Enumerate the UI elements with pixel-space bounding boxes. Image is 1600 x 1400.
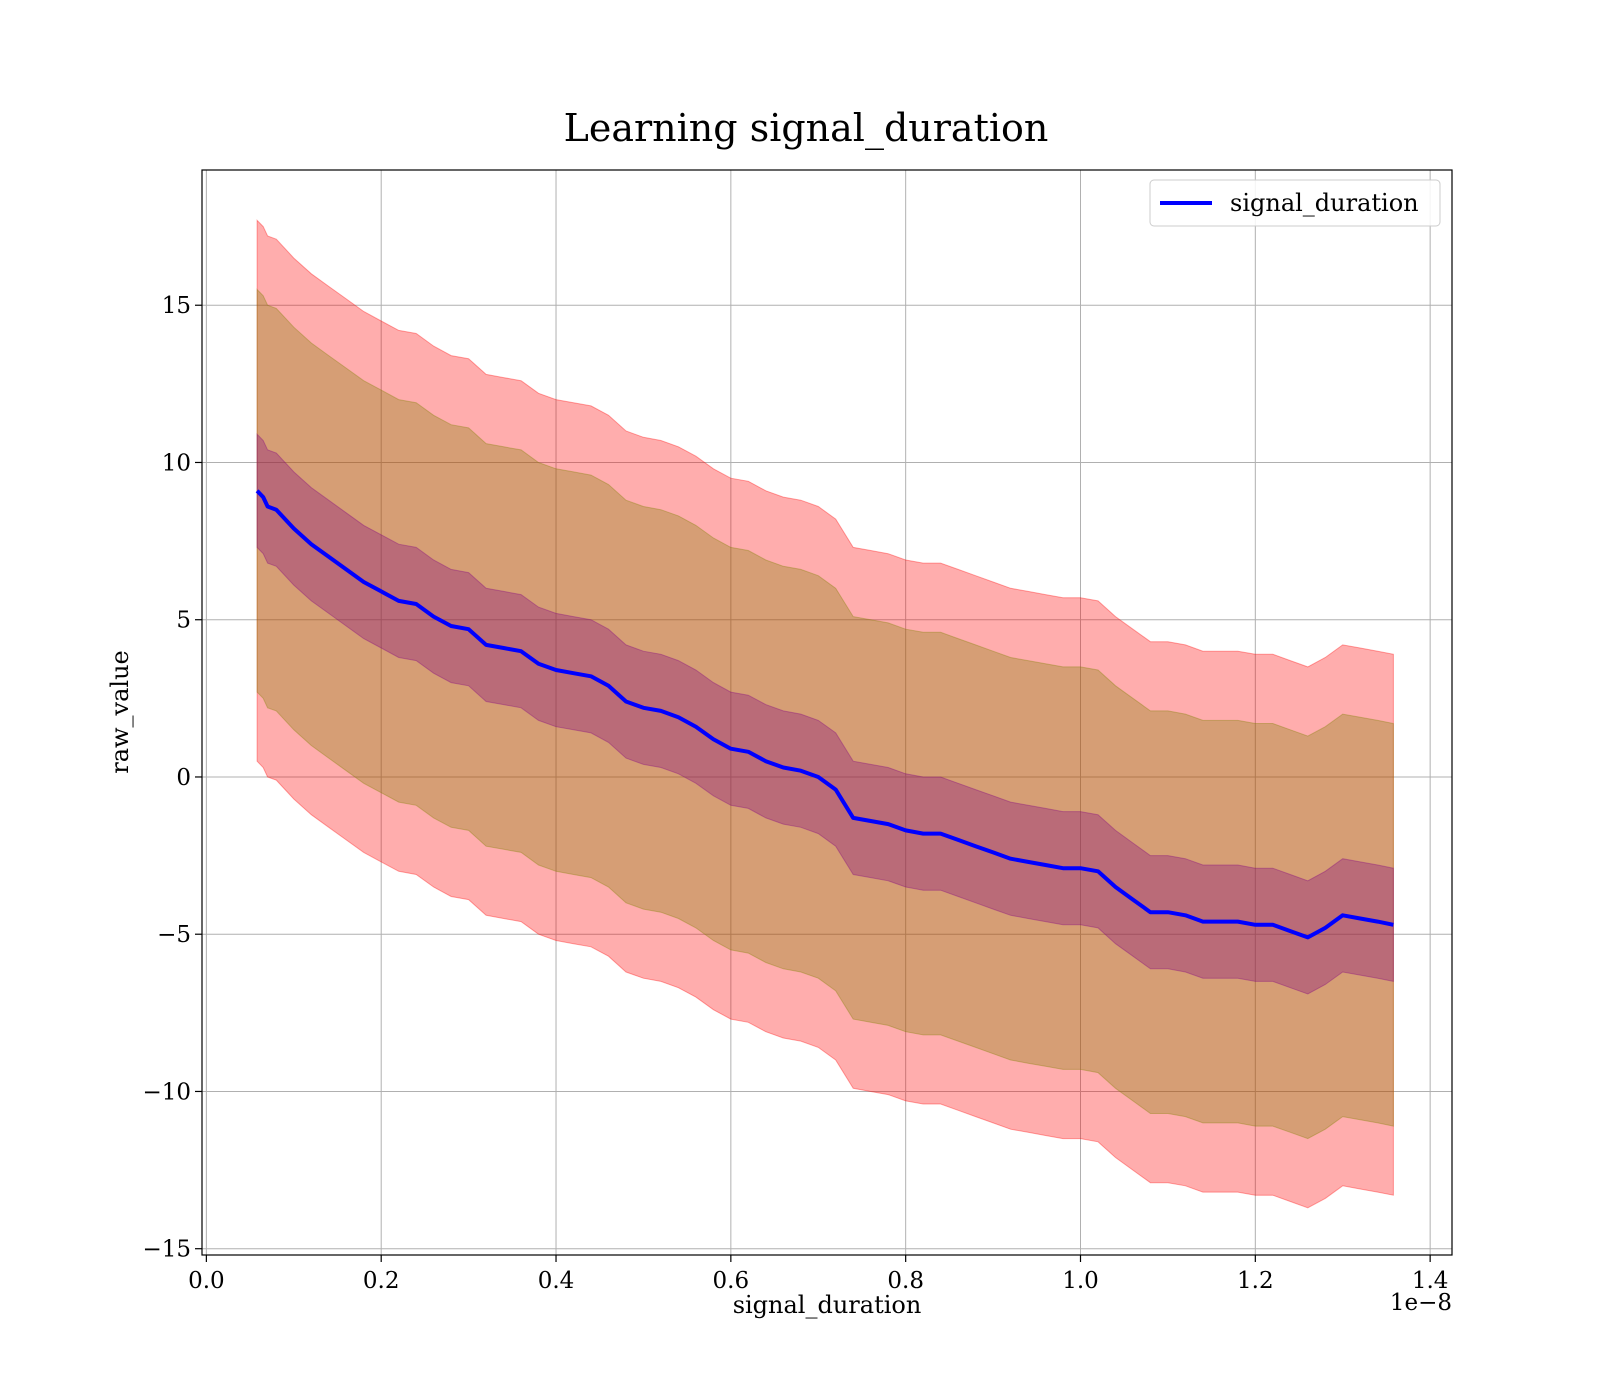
y-axis-ticks: −15 −10 −5 0 5 10 15 bbox=[142, 293, 202, 1263]
y-tick-label: −10 bbox=[142, 1079, 191, 1105]
y-tick-label: 5 bbox=[176, 608, 191, 634]
legend-box bbox=[1149, 179, 1441, 227]
legend-label-signal-duration: signal_duration bbox=[1230, 189, 1419, 217]
y-tick-label: 10 bbox=[162, 450, 191, 476]
outer-band bbox=[256, 219, 1394, 1209]
x-tick-label: 1.4 bbox=[1412, 1268, 1449, 1294]
y-tick-label: −15 bbox=[142, 1237, 191, 1263]
x-axis-offset-label: 1e−8 bbox=[1390, 1290, 1452, 1316]
y-tick-label: −5 bbox=[157, 922, 191, 948]
x-tick-label: 0.0 bbox=[188, 1268, 225, 1294]
x-axis-ticks: 0.0 0.2 0.4 0.6 0.8 1.0 1.2 1.4 bbox=[188, 1255, 1448, 1294]
x-tick-label: 0.2 bbox=[363, 1268, 400, 1294]
x-tick-label: 1.2 bbox=[1237, 1268, 1274, 1294]
bands bbox=[256, 219, 1394, 1209]
x-tick-label: 0.8 bbox=[887, 1268, 924, 1294]
x-tick-label: 0.4 bbox=[538, 1268, 575, 1294]
series-line-signal-duration bbox=[255, 489, 1394, 940]
plot-frame bbox=[201, 169, 1453, 1256]
grid bbox=[202, 170, 1452, 1255]
y-tick-label: 15 bbox=[162, 293, 191, 319]
x-axis-label: signal_duration bbox=[733, 1291, 922, 1319]
series-lines bbox=[255, 489, 1394, 940]
x-tick-label: 1.0 bbox=[1062, 1268, 1099, 1294]
middle-band bbox=[256, 288, 1394, 1140]
chart-title: Learning signal_duration bbox=[564, 106, 1049, 151]
inner-band bbox=[256, 432, 1394, 995]
x-tick-label: 0.6 bbox=[713, 1268, 750, 1294]
y-axis-label: raw_value bbox=[106, 650, 134, 774]
legend: signal_duration bbox=[1149, 179, 1441, 227]
y-tick-label: 0 bbox=[176, 765, 191, 791]
